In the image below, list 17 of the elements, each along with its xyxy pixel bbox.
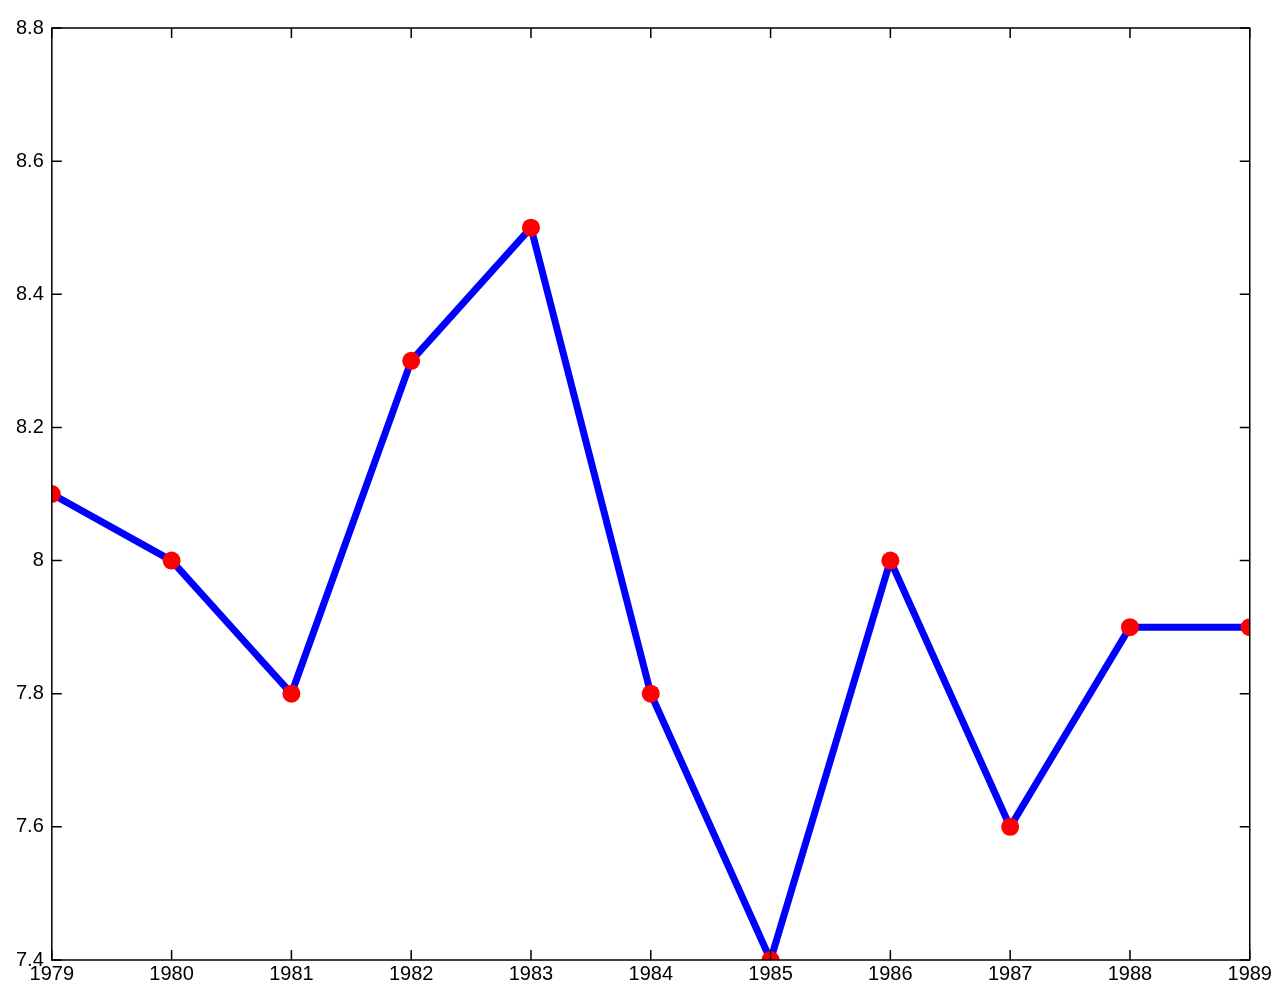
x-tick-label: 1986: [868, 961, 913, 984]
x-tick-label: 1981: [269, 961, 314, 984]
y-tick-label: 8.2: [15, 414, 44, 437]
y-tick-label: 7.6: [15, 814, 44, 837]
x-tick-label: 1983: [508, 961, 554, 984]
x-tick-label: 1985: [748, 961, 793, 984]
y-tick-label: 7.8: [15, 681, 44, 704]
x-tick-label: 1987: [987, 961, 1033, 984]
x-tick-label: 1988: [1107, 961, 1153, 984]
x-tick-label: 1982: [388, 961, 434, 984]
y-tick-label: 8.8: [15, 15, 44, 38]
x-tick-label: 1980: [149, 961, 194, 984]
y-tick-label: 8.6: [15, 148, 44, 171]
y-tick-label: 8.4: [15, 281, 44, 304]
x-tick-label: 1989: [1227, 961, 1272, 984]
y-tick-label: 8: [32, 548, 44, 571]
x-tick-label: 1984: [628, 961, 674, 984]
